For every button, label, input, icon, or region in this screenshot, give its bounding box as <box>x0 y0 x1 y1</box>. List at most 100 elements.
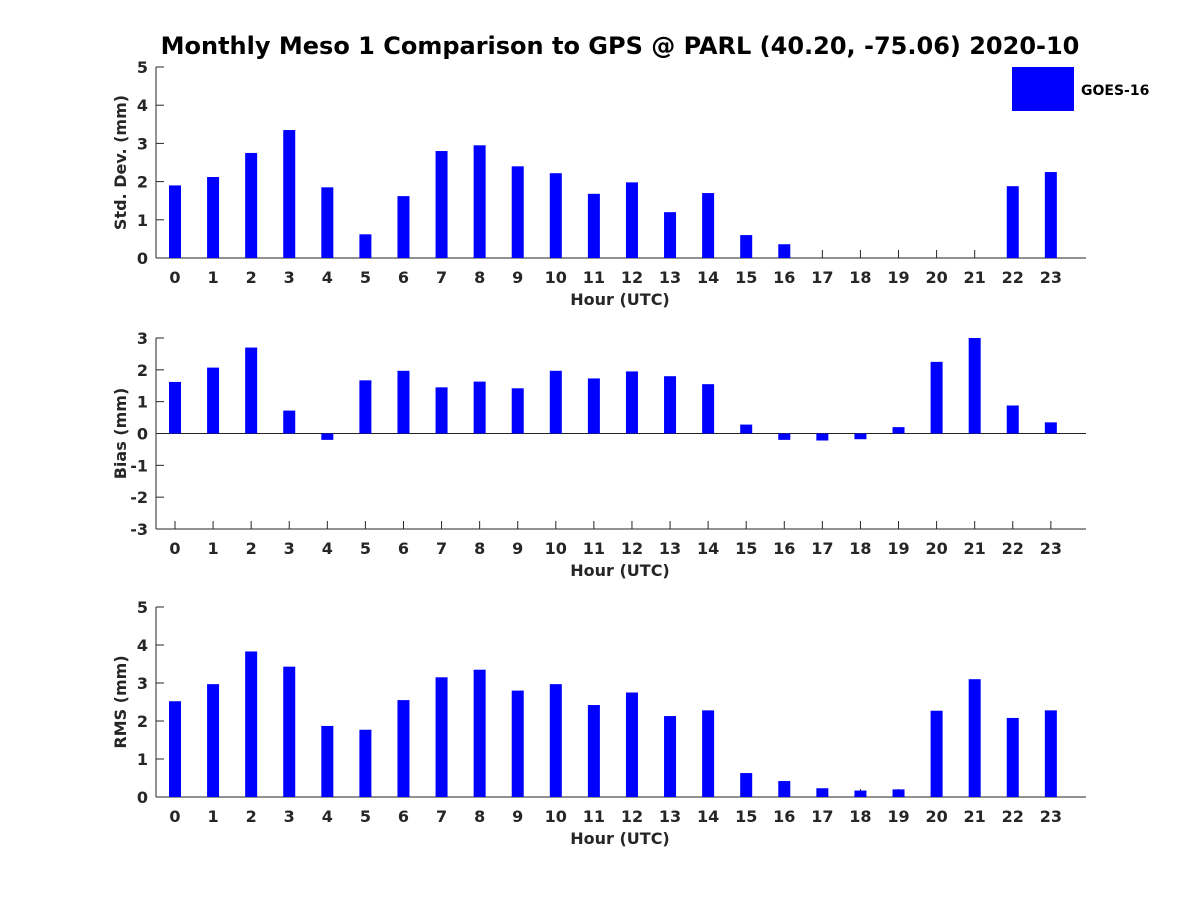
rms-bar-20 <box>930 710 943 797</box>
bias-x-tick-label: 2 <box>246 539 257 558</box>
bias-bar-10 <box>549 370 562 434</box>
std-dev-x-tick-label: 3 <box>284 268 295 287</box>
rms-bar-15 <box>740 773 753 797</box>
rms-x-tick-label: 20 <box>925 807 947 826</box>
rms-bar-10 <box>549 684 562 797</box>
bias-x-tick-label: 15 <box>735 539 757 558</box>
std-dev-x-tick-label: 11 <box>583 268 605 287</box>
std-dev-y-tick-label: 5 <box>137 58 148 77</box>
bias-x-tick-label: 16 <box>773 539 795 558</box>
std-dev-bar-6 <box>397 196 410 258</box>
std-dev-y-tick-label: 2 <box>137 173 148 192</box>
bias-x-tick-label: 21 <box>964 539 986 558</box>
std-dev-x-tick-label: 9 <box>512 268 523 287</box>
std-dev-bar-9 <box>511 166 524 258</box>
std-dev-bar-4 <box>321 187 334 258</box>
std-dev-bar-0 <box>169 185 181 258</box>
bias-bar-12 <box>625 371 638 434</box>
bias-bar-13 <box>664 376 677 434</box>
rms-bar-3 <box>283 666 296 797</box>
bias-x-tick-label: 6 <box>398 539 409 558</box>
std-dev-bar-15 <box>740 235 753 258</box>
std-dev-x-tick-label: 18 <box>849 268 871 287</box>
rms-x-tick-label: 10 <box>545 807 567 826</box>
std-dev-y-tick-label: 4 <box>137 96 148 115</box>
std-dev-bar-7 <box>435 151 448 258</box>
rms-x-tick-label: 1 <box>208 807 219 826</box>
bias-bar-2 <box>245 347 258 434</box>
bias-x-tick-label: 14 <box>697 539 719 558</box>
std-dev-x-tick-label: 15 <box>735 268 757 287</box>
bias-bar-1 <box>207 367 220 434</box>
bias-x-tick-label: 13 <box>659 539 681 558</box>
bias-y-tick-label: -1 <box>130 456 148 475</box>
bias-y-tick-label: -2 <box>130 488 148 507</box>
bias-bar-19 <box>892 427 905 434</box>
rms-x-tick-label: 15 <box>735 807 757 826</box>
bias-bar-22 <box>1006 405 1019 434</box>
bias-x-tick-label: 3 <box>284 539 295 558</box>
rms-bar-5 <box>359 729 372 797</box>
std-dev-x-tick-label: 13 <box>659 268 681 287</box>
rms-x-tick-label: 14 <box>697 807 719 826</box>
rms-bar-9 <box>511 690 524 797</box>
std-dev-x-tick-label: 19 <box>887 268 909 287</box>
rms-x-tick-label: 2 <box>246 807 257 826</box>
std-dev-x-tick-label: 17 <box>811 268 833 287</box>
rms-bar-1 <box>207 684 220 797</box>
bias-y-tick-label: -3 <box>130 520 148 539</box>
legend-label: GOES-16 <box>1081 83 1149 99</box>
rms-bar-18 <box>854 790 867 797</box>
bias-x-tick-label: 12 <box>621 539 643 558</box>
rms-x-tick-label: 11 <box>583 807 605 826</box>
rms-bar-23 <box>1044 710 1057 797</box>
rms-bar-16 <box>778 781 791 797</box>
bias-bar-20 <box>930 361 943 434</box>
rms-x-tick-label: 23 <box>1040 807 1062 826</box>
bias-bar-3 <box>283 410 296 434</box>
std-dev-bar-10 <box>549 173 562 258</box>
bias-x-tick-label: 19 <box>887 539 909 558</box>
std-dev-x-tick-label: 6 <box>398 268 409 287</box>
bias-bar-23 <box>1044 422 1057 434</box>
std-dev-bar-13 <box>664 212 677 258</box>
rms-x-tick-label: 4 <box>322 807 333 826</box>
rms-x-tick-label: 3 <box>284 807 295 826</box>
rms-x-axis-label: Hour (UTC) <box>570 829 670 848</box>
std-dev-x-tick-label: 16 <box>773 268 795 287</box>
bias-bar-16 <box>778 433 791 440</box>
bias-bar-11 <box>587 378 600 434</box>
std-dev-x-tick-label: 4 <box>322 268 333 287</box>
rms-x-tick-label: 19 <box>887 807 909 826</box>
bias-x-tick-label: 22 <box>1002 539 1024 558</box>
rms-bar-12 <box>625 692 638 797</box>
bias-bar-0 <box>169 381 181 434</box>
bias-x-tick-label: 11 <box>583 539 605 558</box>
std-dev-bar-23 <box>1044 172 1057 258</box>
bias-y-tick-label: 2 <box>137 361 148 380</box>
rms-x-tick-label: 13 <box>659 807 681 826</box>
rms-y-tick-label: 2 <box>137 712 148 731</box>
rms-x-tick-label: 12 <box>621 807 643 826</box>
rms-x-tick-label: 18 <box>849 807 871 826</box>
bias-y-tick-label: 0 <box>137 425 148 444</box>
bias-x-tick-label: 23 <box>1040 539 1062 558</box>
rms-bar-19 <box>892 789 905 797</box>
bias-y-axis-label: Bias (mm) <box>111 388 130 480</box>
rms-bar-21 <box>968 679 981 797</box>
bias-bar-8 <box>473 381 486 434</box>
std-dev-bar-1 <box>207 177 220 258</box>
std-dev-bar-14 <box>702 193 715 258</box>
rms-y-tick-label: 1 <box>137 750 148 769</box>
bias-bar-6 <box>397 370 410 434</box>
bias-bar-14 <box>702 384 715 434</box>
std-dev-x-axis-label: Hour (UTC) <box>570 290 670 309</box>
bias-bar-9 <box>511 388 524 434</box>
std-dev-bar-22 <box>1006 186 1019 258</box>
bias-x-tick-label: 5 <box>360 539 371 558</box>
rms-bar-11 <box>587 705 600 797</box>
rms-bar-8 <box>473 669 486 797</box>
bias-bar-18 <box>854 433 867 440</box>
